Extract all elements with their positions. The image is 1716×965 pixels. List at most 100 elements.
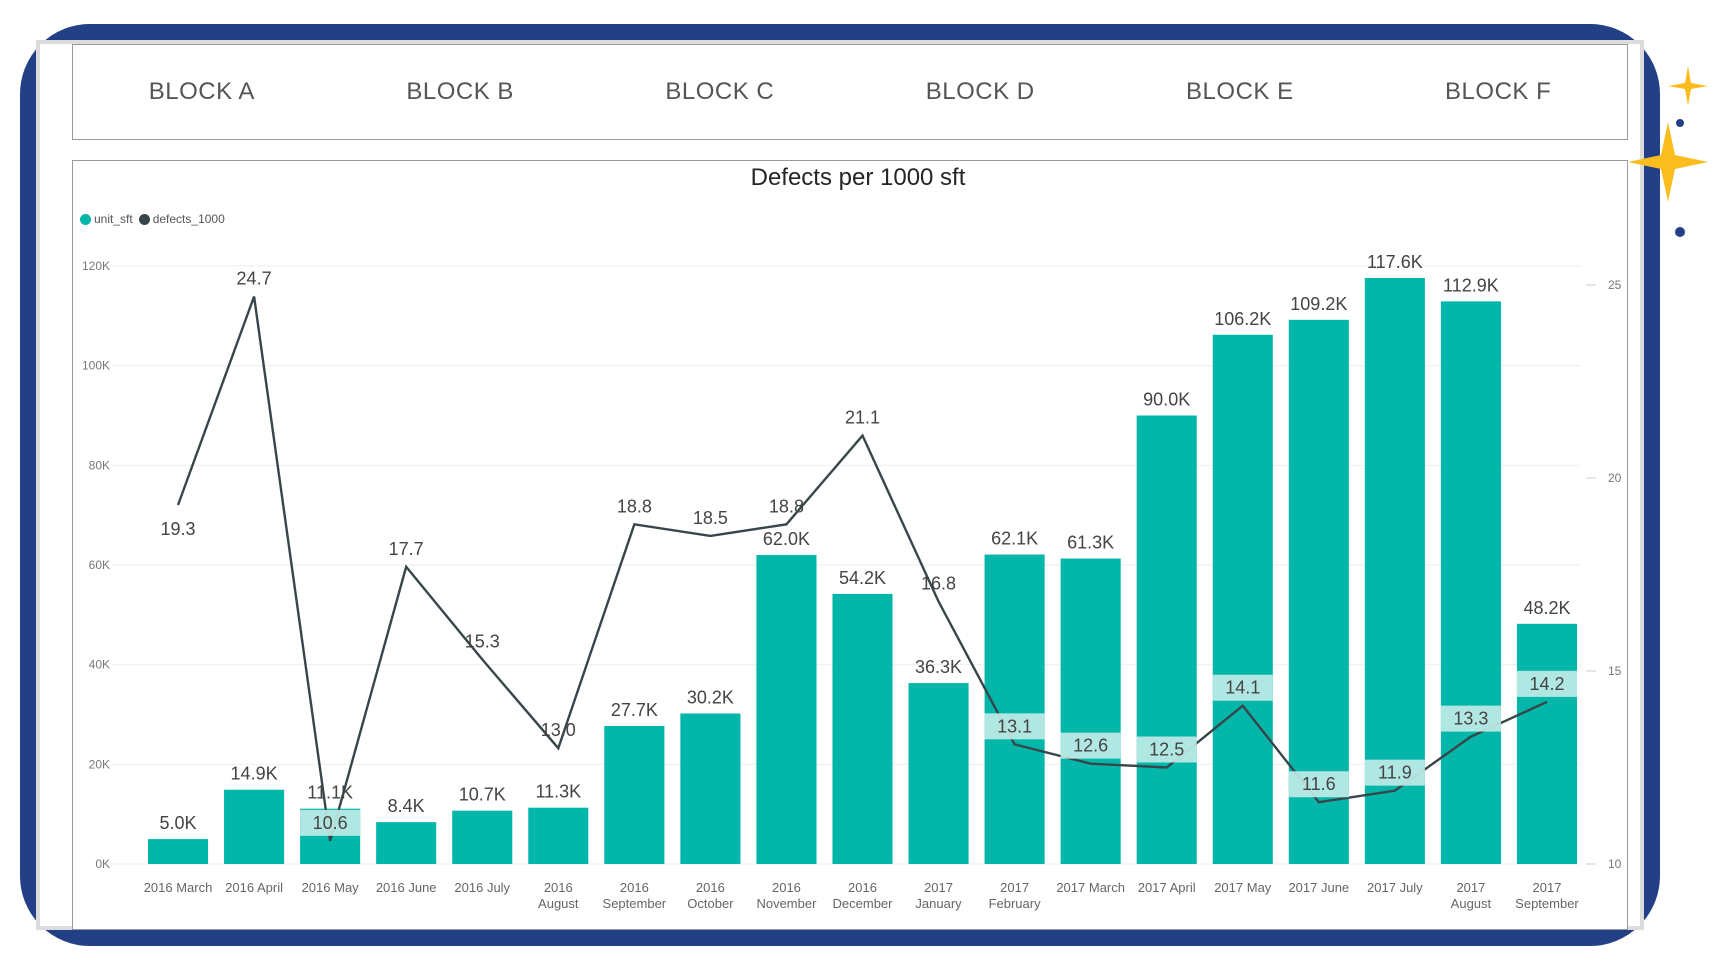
bar-data-label: 36.3K [915,657,962,677]
bar-data-label: 30.2K [687,688,734,708]
sparkle-icon [1668,66,1708,106]
x-tick-label: 2016 April [225,880,283,895]
bar-data-label: 14.9K [231,764,278,784]
x-tick-label: 2016 July [454,880,510,895]
line-label-bg [1516,670,1578,697]
line-label-bg [1060,732,1121,759]
line-label-bg [1288,771,1349,798]
y-right-tick-label: 25 [1608,278,1622,292]
bar-data-label: 106.2K [1214,309,1271,329]
bar [1136,415,1197,864]
tab-block-e[interactable]: BLOCK E [1186,78,1294,105]
line-data-label: 17.7 [389,539,424,559]
line-label-bg [300,809,361,836]
x-tick-label: August [1451,896,1492,911]
y-right-tick-label: 10 [1608,857,1622,871]
tab-block-b[interactable]: BLOCK B [406,78,514,105]
y-right-tick-label: 15 [1608,664,1622,678]
x-tick-label: 2017 [1000,880,1029,895]
bar-data-label: 48.2K [1523,598,1570,618]
y-left-tick-label: 80K [89,458,110,472]
dot-icon [1676,119,1684,127]
tab-block-c[interactable]: BLOCK C [665,78,775,105]
legend-label: unit_sft [94,212,133,226]
x-tick-label: December [833,896,894,911]
block-tabs: BLOCK A BLOCK B BLOCK C BLOCK D BLOCK E … [72,44,1628,140]
line-data-label: 10.6 [313,813,348,833]
tab-block-f[interactable]: BLOCK F [1445,78,1552,105]
x-tick-label: 2017 [1533,880,1562,895]
legend-dot-icon [80,213,91,225]
x-tick-label: February [989,896,1042,911]
line-label-bg [1212,674,1273,701]
bar-data-label: 112.9K [1443,275,1499,295]
line-data-label: 15.3 [465,631,500,651]
line-data-label: 14.1 [1225,678,1260,698]
tab-block-d[interactable]: BLOCK D [925,78,1035,105]
bar [1440,301,1501,864]
x-tick-label: 2016 [772,880,801,895]
y-left-tick-label: 20K [89,757,110,771]
x-tick-label: 2017 July [1367,880,1423,895]
line-data-label: 13.0 [541,720,576,740]
line-data-label: 19.3 [161,519,196,539]
line-data-label: 16.8 [921,574,956,594]
line-data-label: 14.2 [1529,674,1564,694]
bar-data-label: 109.2K [1290,294,1347,314]
bar [1060,558,1121,864]
x-tick-label: November [756,896,817,911]
y-left-tick-label: 0K [95,857,110,871]
sparkle-icon [1628,122,1708,202]
line-data-label: 12.5 [1149,740,1184,760]
bar-data-label: 8.4K [388,796,425,816]
x-tick-label: October [687,896,734,911]
bar [832,593,893,864]
bar-data-label: 62.0K [763,529,810,549]
bar-data-label: 11.1K [307,783,353,803]
legend-label: defects_1000 [152,212,225,226]
x-tick-label: 2016 [848,880,877,895]
x-tick-label: 2017 May [1214,880,1272,895]
bar-data-label: 90.0K [1143,390,1190,410]
bar-data-label: 10.7K [459,785,506,805]
x-tick-label: 2017 [1456,880,1485,895]
bar-data-label: 27.7K [611,700,658,720]
legend-item-unit-sft[interactable]: unit_sft [80,212,133,226]
line-data-label: 21.1 [845,408,880,428]
bar-data-label: 117.6K [1367,252,1423,272]
x-tick-label: 2016 [620,880,649,895]
dot-icon [1675,227,1685,237]
line-data-label: 18.8 [769,496,804,516]
y-left-tick-label: 120K [82,259,110,273]
x-tick-label: 2017 April [1138,880,1196,895]
bar [984,554,1045,864]
x-tick-label: 2016 [544,880,573,895]
line-data-label: 13.1 [997,716,1032,736]
bar [756,555,817,864]
bar [376,822,437,864]
x-tick-label: 2016 May [302,880,360,895]
x-tick-label: 2016 [696,880,725,895]
line-data-label: 11.9 [1378,763,1412,783]
bar [1516,623,1578,864]
y-left-tick-label: 60K [89,558,110,572]
legend-item-defects[interactable]: defects_1000 [138,212,225,226]
bar [452,810,513,864]
line-series-defects [176,296,1548,842]
line-label-bg [1364,759,1425,786]
line-data-label: 11.6 [1302,774,1336,794]
bar-data-label: 11.3K [535,782,581,802]
line-data-label: 12.6 [1073,736,1108,756]
tab-block-a[interactable]: BLOCK A [148,78,255,105]
y-left-tick-label: 100K [82,359,110,373]
bar-data-label: 5.0K [160,813,197,833]
bar [680,713,741,864]
line-label-bg [1136,736,1197,763]
x-tick-label: August [538,896,579,911]
x-tick-label: 2017 June [1288,880,1349,895]
y-right-tick-label: 20 [1608,471,1622,485]
line-label-bg [984,713,1045,740]
bar [147,839,209,864]
x-tick-label: September [1515,896,1579,911]
